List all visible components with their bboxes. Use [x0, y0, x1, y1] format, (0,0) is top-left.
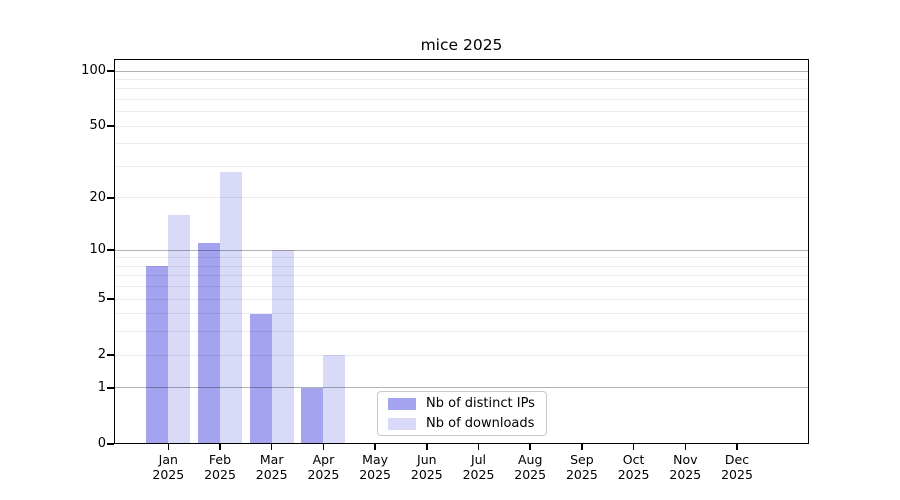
- gridline-major: [114, 387, 809, 389]
- gridline-minor: [114, 111, 809, 113]
- x-tick-label-apr: Apr 2025: [307, 452, 340, 482]
- y-tick-label-100: 100: [81, 63, 106, 78]
- y-tick-5: [107, 298, 114, 300]
- legend: Nb of distinct IPs Nb of downloads: [377, 391, 547, 436]
- bar-downloads-feb: [220, 171, 242, 444]
- bar-downloads-mar: [271, 250, 294, 444]
- x-tick-label-may: May 2025: [359, 452, 391, 482]
- y-tick-label-5: 5: [97, 291, 106, 307]
- y-tick-0: [107, 443, 114, 445]
- gridline-minor: [114, 286, 809, 288]
- gridline-major: [114, 249, 809, 251]
- y-tick-label-1: 1: [97, 379, 106, 395]
- y-tick-label-50: 50: [89, 118, 106, 134]
- legend-label-downloads: Nb of downloads: [426, 416, 535, 431]
- legend-swatch-distinct-ips: [388, 397, 416, 410]
- x-tick-dec: [736, 444, 738, 450]
- y-tick-label-20: 20: [89, 189, 106, 205]
- gridline-minor: [114, 257, 809, 259]
- gridline-minor: [114, 354, 809, 356]
- bar-distinct-ips-feb: [198, 243, 220, 444]
- gridline-minor: [114, 313, 809, 315]
- gridline-minor: [114, 143, 809, 145]
- gridline-minor: [114, 78, 809, 80]
- gridline-minor: [114, 265, 809, 267]
- gridline-minor: [114, 98, 809, 100]
- y-tick-label-0: 0: [97, 436, 106, 451]
- y-tick-10: [107, 249, 114, 251]
- bar-distinct-ips-jan: [146, 266, 169, 444]
- y-tick-label-10: 10: [89, 242, 106, 258]
- x-tick-label-aug: Aug 2025: [514, 452, 547, 482]
- gridline-minor: [114, 165, 809, 167]
- x-tick-nov: [684, 444, 687, 450]
- x-tick-apr: [322, 444, 325, 450]
- y-tick-1: [107, 387, 114, 389]
- x-tick-label-sep: Sep 2025: [565, 452, 598, 482]
- x-tick-jan: [167, 444, 170, 450]
- chart-title: mice 2025: [420, 36, 503, 54]
- gridline-minor: [114, 298, 809, 300]
- legend-item-downloads: Nb of downloads: [388, 416, 538, 431]
- gridline-minor: [114, 125, 809, 127]
- y-tick-100: [107, 70, 114, 72]
- y-tick-50: [107, 125, 114, 127]
- x-tick-feb: [219, 444, 221, 450]
- plot-area: Nb of distinct IPs Nb of downloads 0 1 2 5 1…: [81, 59, 809, 482]
- x-tick-may: [374, 444, 376, 450]
- x-tick-oct: [632, 444, 635, 450]
- x-tick-label-dec: Dec 2025: [721, 452, 753, 482]
- legend-label-distinct-ips: Nb of distinct IPs: [426, 396, 535, 411]
- x-tick-label-jul: Jul 2025: [462, 452, 495, 482]
- y-tick-20: [107, 197, 114, 199]
- gridline-major: [114, 70, 809, 72]
- x-tick-label-jan: Jan 2025: [152, 452, 185, 482]
- gridline-minor: [114, 331, 809, 333]
- legend-swatch-downloads: [388, 417, 416, 430]
- x-tick-label-oct: Oct 2025: [617, 452, 650, 482]
- bar-distinct-ips-mar: [249, 313, 272, 444]
- x-tick-mar: [270, 444, 273, 450]
- x-tick-label-nov: Nov 2025: [669, 452, 702, 482]
- legend-item-distinct-ips: Nb of distinct IPs: [388, 396, 538, 411]
- x-tick-aug: [529, 444, 531, 450]
- gridline-minor: [114, 197, 809, 199]
- x-tick-label-jun: Jun 2025: [410, 452, 443, 482]
- bar-distinct-ips-apr: [301, 387, 324, 444]
- x-tick-sep: [581, 444, 583, 450]
- y-tick-2: [107, 354, 114, 356]
- x-tick-jul: [477, 444, 480, 450]
- x-tick-label-mar: Mar 2025: [255, 452, 288, 482]
- gridline-minor: [114, 88, 809, 90]
- x-tick-jun: [426, 444, 428, 450]
- gridline-minor: [114, 275, 809, 277]
- y-tick-label-2: 2: [97, 347, 106, 363]
- x-tick-label-feb: Feb 2025: [204, 452, 236, 482]
- bar-downloads-apr: [323, 355, 346, 444]
- bar-downloads-jan: [168, 215, 191, 444]
